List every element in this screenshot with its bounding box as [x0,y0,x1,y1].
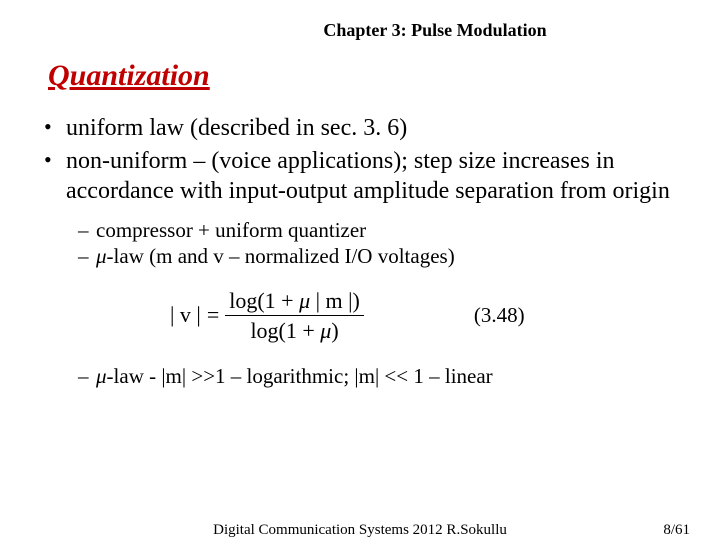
num-part-b: | m |) [310,288,360,313]
mu-law-behavior-text: -law - |m| >>1 – logarithmic; |m| << 1 –… [107,364,493,388]
formula-fraction: log(1 + μ | m |) log(1 + μ) [225,288,364,344]
slide-title: Quantization [48,59,690,93]
footer-center-text: Digital Communication Systems 2012 R.Sok… [0,522,720,539]
equation-number: (3.48) [474,303,525,328]
sub-bullet-mu-law-def: μ-law (m and v – normalized I/O voltages… [78,243,690,269]
den-part-a: log(1 + [250,318,320,343]
mu-law-text: -law (m and v – normalized I/O voltages) [107,244,455,268]
slide-page: Chapter 3: Pulse Modulation Quantization… [0,0,720,540]
footer-page-number: 8/61 [663,522,690,539]
num-mu: μ [299,288,310,313]
main-bullet-list: uniform law (described in sec. 3. 6) non… [44,113,690,207]
den-mu: μ [320,318,331,343]
sub-bullet-compressor: compressor + uniform quantizer [78,217,690,243]
sub-bullet-list-1: compressor + uniform quantizer μ-law (m … [78,217,690,270]
formula-numerator: log(1 + μ | m |) [225,288,364,316]
chapter-heading: Chapter 3: Pulse Modulation [180,20,690,41]
sub-bullet-mu-law-behavior: μ-law - |m| >>1 – logarithmic; |m| << 1 … [78,363,690,389]
formula-row: | v | = log(1 + μ | m |) log(1 + μ) (3.4… [170,288,690,344]
formula-body: | v | = log(1 + μ | m |) log(1 + μ) [170,288,364,344]
den-part-b: ) [331,318,338,343]
bullet-uniform-law: uniform law (described in sec. 3. 6) [44,113,690,144]
formula-eq: = [207,302,219,328]
formula-lhs: | v | [170,302,201,328]
mu-symbol: μ [96,244,107,268]
sub-bullet-list-2: μ-law - |m| >>1 – logarithmic; |m| << 1 … [78,363,690,389]
mu-symbol-2: μ [96,364,107,388]
formula-denominator: log(1 + μ) [246,316,342,343]
num-part-a: log(1 + [229,288,299,313]
bullet-non-uniform: non-uniform – (voice applications); step… [44,146,690,207]
